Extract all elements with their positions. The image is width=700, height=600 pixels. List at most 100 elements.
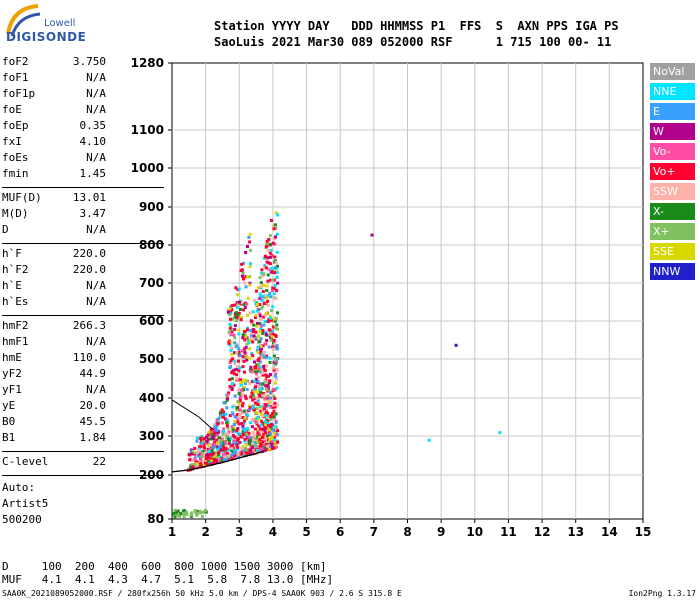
echo-point [272, 417, 276, 421]
echo-point [272, 338, 276, 342]
echo-point [243, 381, 247, 385]
echo-point [227, 430, 231, 434]
echo-point [225, 421, 229, 425]
echo-point [230, 382, 234, 386]
echo-point [273, 396, 277, 400]
echo-point [233, 336, 237, 340]
echo-point [181, 512, 185, 516]
echo-point [220, 437, 224, 441]
echo-point [242, 347, 246, 351]
echo-point [248, 311, 252, 315]
echo-point [226, 393, 230, 397]
echo-point [200, 452, 204, 456]
echo-point [270, 446, 274, 450]
autoscaling-info: Auto: Artist5 500200 [2, 480, 48, 528]
param-value: 3.47 [79, 207, 107, 220]
param-label: yF2 [2, 367, 22, 380]
echo-point [200, 434, 204, 438]
x-tick-label: 7 [370, 525, 378, 539]
echo-point [262, 407, 266, 411]
echo-point [251, 330, 255, 334]
echo-point [274, 297, 278, 301]
echo-point [226, 397, 230, 401]
param-row: yE 20.0 [2, 399, 164, 415]
param-value: 220.0 [72, 263, 106, 276]
echo-point [253, 360, 257, 364]
echo-point [264, 420, 268, 424]
echo-point [225, 424, 229, 428]
echo-point [183, 509, 187, 513]
echo-point [209, 462, 213, 466]
echo-point [273, 284, 277, 288]
echo-point [251, 310, 255, 314]
echo-point [223, 417, 227, 421]
echo-point [273, 266, 277, 270]
echo-point [268, 291, 272, 295]
echo-point [267, 248, 271, 252]
echo-point [258, 435, 262, 439]
echo-point [262, 272, 266, 276]
echo-point [197, 464, 201, 468]
station-header: Station YYYY DAY DDD HHMMSS P1 FFS S AXN… [214, 18, 619, 50]
echo-point [240, 301, 244, 305]
echo-point [248, 248, 252, 252]
y-tick-label: 900 [139, 200, 164, 214]
f2-trace-line [171, 450, 265, 473]
echo-point [227, 442, 231, 446]
echo-point [213, 440, 217, 444]
echo-point [228, 360, 232, 364]
echo-point [242, 449, 246, 453]
echo-point [219, 439, 223, 443]
echo-point [235, 365, 239, 369]
echo-point [239, 380, 243, 384]
logo-globe-icon [6, 4, 41, 37]
echo-point [261, 294, 265, 298]
param-row: foF1p N/A [2, 87, 164, 103]
echo-point [249, 436, 253, 440]
file-info-footer: SAA0K_2021089052000.RSF / 280fx256h 50 k… [2, 589, 402, 598]
echo-point [273, 326, 277, 330]
echo-point [256, 431, 260, 435]
echo-point [270, 414, 274, 418]
echo-point [273, 237, 277, 241]
echo-point [246, 443, 250, 447]
echo-point [220, 408, 224, 412]
param-row: C-level 22 [2, 455, 164, 471]
echo-point [258, 387, 262, 391]
echo-point [258, 368, 262, 372]
echo-point [257, 357, 261, 361]
echo-point [202, 438, 206, 442]
echo-point [248, 281, 252, 285]
echo-point [195, 513, 199, 517]
echo-point [222, 413, 226, 417]
echo-point [255, 406, 259, 410]
echo-point [265, 338, 269, 342]
echo-point [254, 372, 258, 376]
echo-point [266, 294, 270, 298]
echo-point [195, 462, 199, 466]
echo-point [206, 447, 210, 451]
echo-point [258, 292, 262, 296]
param-value: 4.10 [79, 135, 107, 148]
echo-point [268, 234, 272, 238]
echo-point [275, 343, 279, 347]
legend-item-w: W [650, 123, 695, 140]
echo-point [275, 289, 279, 293]
echo-point [229, 436, 233, 440]
echo-point [204, 435, 208, 439]
param-value: N/A [86, 87, 106, 100]
echo-point [231, 430, 235, 434]
echo-point [251, 418, 255, 422]
echo-point [268, 262, 272, 266]
echo-point [238, 408, 242, 412]
echo-point [275, 367, 279, 371]
echo-point [233, 419, 237, 423]
echo-point [276, 429, 280, 433]
echo-point [226, 426, 230, 430]
echo-point [261, 409, 265, 413]
echo-point [249, 365, 253, 369]
echo-point [250, 319, 254, 323]
param-value: N/A [86, 279, 106, 292]
echo-point [252, 433, 256, 437]
